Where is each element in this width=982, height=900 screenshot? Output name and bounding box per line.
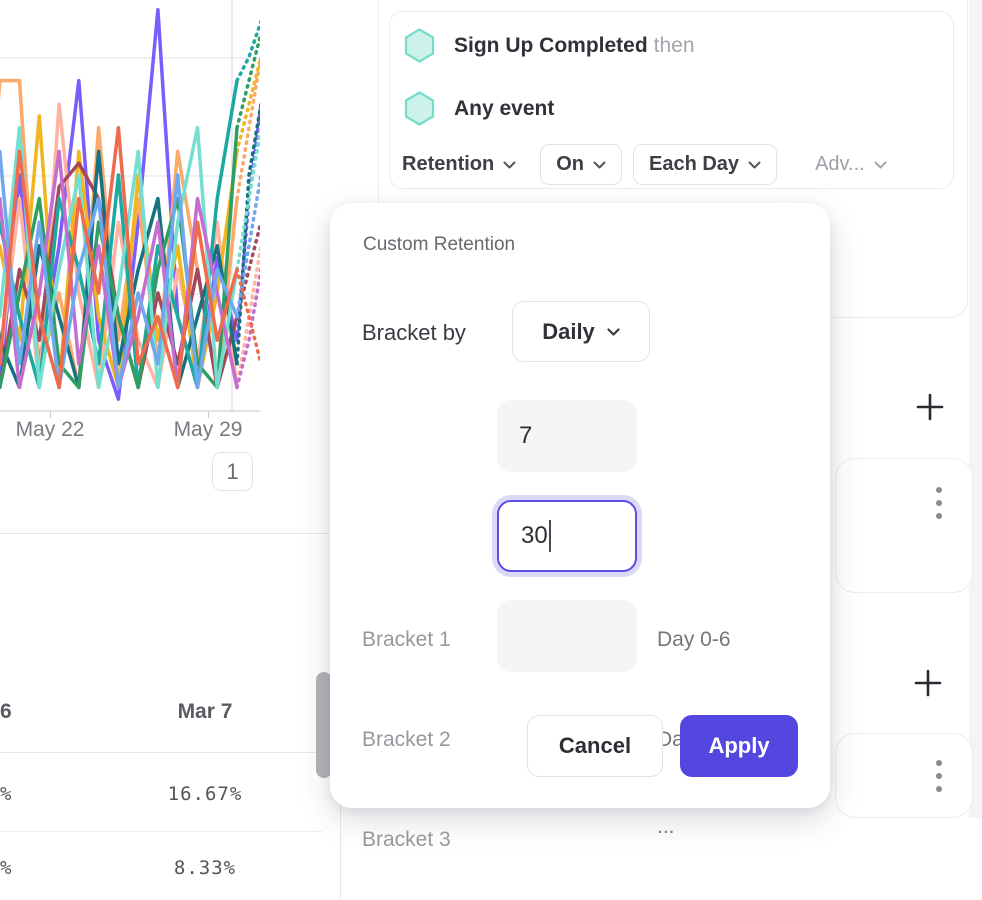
text-cursor bbox=[548, 520, 551, 552]
retention-query-card: Sign Up Completed then Any event Retentio… bbox=[389, 11, 954, 189]
interval-dropdown[interactable]: Each Day bbox=[633, 144, 778, 185]
page-background-gutter bbox=[969, 0, 982, 818]
cancel-button[interactable]: Cancel bbox=[527, 715, 663, 777]
bracket-1-input-value: 7 bbox=[519, 422, 533, 449]
chevron-down-icon bbox=[607, 327, 620, 336]
bracket-by-label: Bracket by bbox=[362, 320, 466, 345]
query-side-card bbox=[835, 458, 973, 593]
measure-dropdown-label: Retention bbox=[402, 153, 495, 175]
chevron-down-icon bbox=[593, 161, 606, 168]
popover-title: Custom Retention bbox=[363, 234, 516, 255]
bracket-by-dropdown-value: Daily bbox=[542, 318, 595, 344]
table-row-divider bbox=[0, 831, 322, 832]
table-top-divider bbox=[0, 533, 340, 534]
bracket-2-input[interactable]: 30 bbox=[497, 500, 637, 572]
bracket-by-dropdown[interactable]: Daily bbox=[512, 301, 650, 362]
bracket-2-input-value: 30 bbox=[521, 522, 548, 549]
add-section-button[interactable] bbox=[915, 392, 945, 422]
advanced-dropdown[interactable]: Adv... bbox=[815, 153, 887, 176]
x-axis-label-may29: May 29 bbox=[173, 418, 243, 441]
table-header-divider bbox=[0, 752, 340, 753]
chevron-down-icon bbox=[503, 161, 516, 168]
apply-button[interactable]: Apply bbox=[680, 715, 798, 777]
bracket-3-range: ... bbox=[657, 815, 675, 838]
step-event-name: Any event bbox=[454, 96, 555, 120]
step-connector-then: then bbox=[653, 33, 695, 57]
more-options-kebab-icon[interactable] bbox=[936, 487, 942, 526]
table-cell-value: 8.33% bbox=[173, 857, 237, 879]
x-axis-tick bbox=[50, 412, 51, 418]
chart-page-button[interactable]: 1 bbox=[212, 452, 253, 491]
advanced-dropdown-label: Adv... bbox=[815, 153, 865, 175]
query-controls-row: Retention On Each Day Adv... bbox=[402, 144, 887, 185]
bracket-1-label: Bracket 1 bbox=[362, 628, 451, 651]
table-header-left-partial: 6 bbox=[0, 700, 12, 723]
add-section-button[interactable] bbox=[913, 668, 943, 698]
step-event-name: Sign Up Completed bbox=[454, 33, 648, 57]
query-step-1[interactable]: Sign Up Completed then bbox=[404, 28, 695, 63]
chart-canvas bbox=[0, 0, 263, 412]
custom-retention-popover: Custom Retention Bracket by Daily Bracke… bbox=[330, 203, 830, 851]
chevron-down-icon bbox=[874, 161, 887, 168]
table-cell-value: 16.67% bbox=[167, 783, 243, 805]
event-hexagon-icon bbox=[404, 91, 435, 126]
event-hexagon-icon bbox=[404, 28, 435, 63]
chevron-down-icon bbox=[748, 161, 761, 168]
on-dropdown[interactable]: On bbox=[540, 144, 622, 185]
query-step-2[interactable]: Any event bbox=[404, 91, 554, 126]
more-options-kebab-icon[interactable] bbox=[936, 760, 942, 799]
bracket-3-input[interactable] bbox=[497, 600, 637, 672]
measure-dropdown[interactable]: Retention bbox=[402, 153, 516, 176]
bracket-1-range: Day 0-6 bbox=[657, 628, 731, 651]
table-cell-left-partial: % bbox=[0, 857, 13, 879]
bracket-1-input[interactable]: 7 bbox=[497, 400, 637, 472]
retention-line-chart bbox=[0, 0, 263, 412]
table-header-mar7: Mar 7 bbox=[177, 700, 233, 723]
x-axis-label-may22: May 22 bbox=[15, 418, 85, 441]
table-cell-left-partial: % bbox=[0, 783, 13, 805]
bracket-2-label: Bracket 2 bbox=[362, 728, 451, 751]
query-side-card bbox=[835, 733, 973, 818]
bracket-3-label: Bracket 3 bbox=[362, 828, 451, 851]
x-axis-tick bbox=[208, 412, 209, 418]
interval-dropdown-label: Each Day bbox=[649, 153, 740, 175]
on-dropdown-label: On bbox=[556, 153, 584, 175]
table-scrollbar-thumb[interactable] bbox=[316, 672, 332, 778]
